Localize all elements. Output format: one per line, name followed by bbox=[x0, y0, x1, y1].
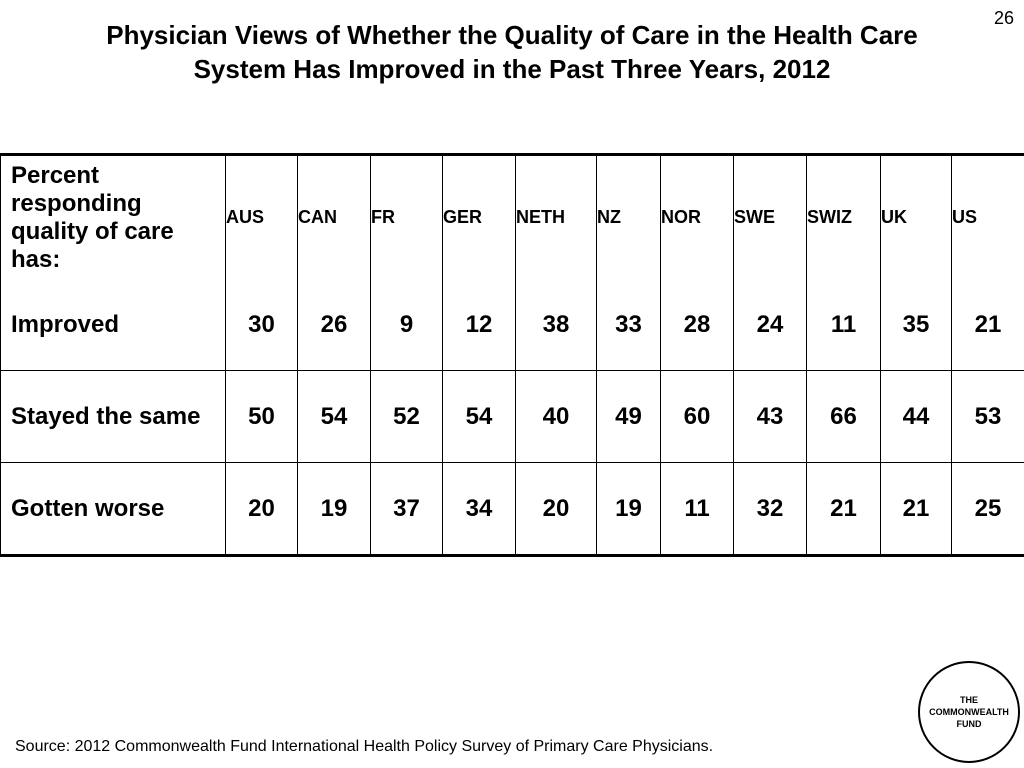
row-label: Gotten worse bbox=[0, 462, 226, 556]
table-cell: 37 bbox=[370, 462, 443, 556]
table-cell: 30 bbox=[225, 279, 298, 371]
table-cell: 52 bbox=[370, 370, 443, 463]
table-cell: 66 bbox=[806, 370, 881, 463]
table-cell: 21 bbox=[880, 462, 952, 556]
data-table: Percent responding quality of care has: … bbox=[0, 153, 1024, 557]
title-line-2: System Has Improved in the Past Three Ye… bbox=[193, 54, 831, 84]
corner-label-line: responding bbox=[11, 189, 142, 217]
logo-line: COMMONWEALTH bbox=[929, 707, 1009, 717]
row-label: Improved bbox=[0, 279, 226, 371]
row-label: Stayed the same bbox=[0, 370, 226, 463]
title-line-1: Physician Views of Whether the Quality o… bbox=[106, 20, 918, 50]
column-header: SWIZ bbox=[806, 154, 881, 279]
corner-label-line: has: bbox=[11, 245, 61, 273]
column-header: UK bbox=[880, 154, 952, 279]
commonwealth-fund-logo: THE COMMONWEALTH FUND bbox=[918, 661, 1020, 763]
table-cell: 28 bbox=[660, 279, 734, 371]
column-header: GER bbox=[442, 154, 516, 279]
table-cell: 54 bbox=[297, 370, 371, 463]
corner-label-line: quality of care bbox=[11, 217, 174, 245]
table-cell: 9 bbox=[370, 279, 443, 371]
logo-line: THE bbox=[960, 695, 978, 705]
column-header: NOR bbox=[660, 154, 734, 279]
table-cell: 49 bbox=[596, 370, 661, 463]
table-cell: 50 bbox=[225, 370, 298, 463]
table-cell: 38 bbox=[515, 279, 597, 371]
column-header: FR bbox=[370, 154, 443, 279]
header-row: Percent responding quality of care has: … bbox=[0, 154, 1024, 279]
table-cell: 44 bbox=[880, 370, 952, 463]
table-cell: 24 bbox=[733, 279, 807, 371]
table-row: Gotten worse 20 19 37 34 20 19 11 32 21 21 25 bbox=[0, 462, 1024, 556]
table-cell: 43 bbox=[733, 370, 807, 463]
column-header: NETH bbox=[515, 154, 597, 279]
table-cell: 35 bbox=[880, 279, 952, 371]
table-cell: 21 bbox=[806, 462, 881, 556]
column-header: US bbox=[951, 154, 1024, 279]
table-cell: 32 bbox=[733, 462, 807, 556]
table-row: Improved 30 26 9 12 38 33 28 24 11 35 21 bbox=[0, 279, 1024, 371]
table-row: Stayed the same 50 54 52 54 40 49 60 43 66 44 53 bbox=[0, 370, 1024, 463]
table-cell: 34 bbox=[442, 462, 516, 556]
table-body: Improved 30 26 9 12 38 33 28 24 11 35 21 Stayed the … bbox=[0, 279, 1024, 556]
table-cell: 40 bbox=[515, 370, 597, 463]
table-cell: 21 bbox=[951, 279, 1024, 371]
corner-label-line: Percent bbox=[11, 161, 100, 189]
column-header: NZ bbox=[596, 154, 661, 279]
slide-number: 26 bbox=[993, 8, 1014, 28]
table-cell: 12 bbox=[442, 279, 516, 371]
table-cell: 54 bbox=[442, 370, 516, 463]
corner-label: Percent responding quality of care has: bbox=[0, 154, 226, 279]
table-cell: 19 bbox=[297, 462, 371, 556]
slide-title: Physician Views of Whether the Quality o… bbox=[0, 18, 1024, 86]
table-cell: 26 bbox=[297, 279, 371, 371]
table-cell: 11 bbox=[660, 462, 734, 556]
table-cell: 33 bbox=[596, 279, 661, 371]
column-header: AUS bbox=[225, 154, 298, 279]
column-header: SWE bbox=[733, 154, 807, 279]
table-cell: 60 bbox=[660, 370, 734, 463]
column-header: CAN bbox=[297, 154, 371, 279]
table-cell: 53 bbox=[951, 370, 1024, 463]
table-cell: 20 bbox=[515, 462, 597, 556]
table-cell: 20 bbox=[225, 462, 298, 556]
table-cell: 19 bbox=[596, 462, 661, 556]
table-cell: 11 bbox=[806, 279, 881, 371]
logo-line: FUND bbox=[956, 719, 982, 729]
source-note: Source: 2012 Commonwealth Fund Internati… bbox=[15, 738, 714, 755]
table-cell: 25 bbox=[951, 462, 1024, 556]
